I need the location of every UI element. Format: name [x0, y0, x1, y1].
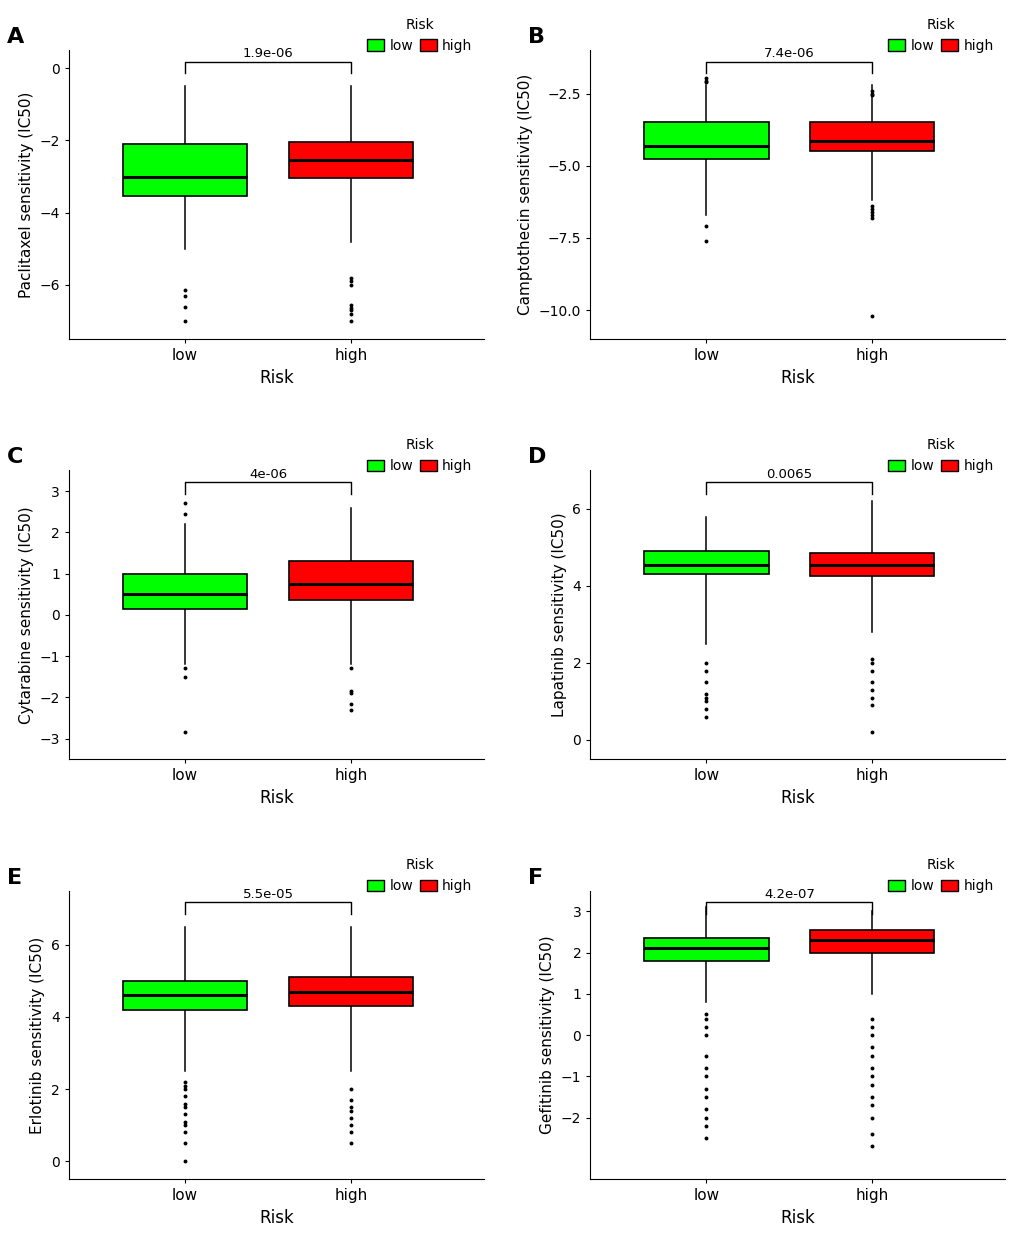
Bar	[644, 123, 768, 159]
X-axis label: Risk: Risk	[780, 369, 814, 386]
X-axis label: Risk: Risk	[780, 1208, 814, 1227]
Legend: low, high: low, high	[363, 854, 476, 898]
Text: C: C	[7, 447, 23, 467]
Text: 4e-06: 4e-06	[249, 467, 286, 481]
Bar	[644, 938, 768, 961]
Text: 1.9e-06: 1.9e-06	[243, 47, 293, 61]
Text: E: E	[7, 868, 21, 888]
X-axis label: Risk: Risk	[780, 789, 814, 807]
Text: 7.4e-06: 7.4e-06	[763, 47, 814, 61]
Bar	[288, 561, 413, 600]
Text: B: B	[528, 27, 544, 47]
Y-axis label: Paclitaxel sensitivity (IC50): Paclitaxel sensitivity (IC50)	[18, 92, 34, 298]
X-axis label: Risk: Risk	[259, 789, 293, 807]
Bar	[122, 144, 247, 196]
Y-axis label: Camptothecin sensitivity (IC50): Camptothecin sensitivity (IC50)	[518, 75, 533, 315]
Bar	[809, 123, 933, 152]
Text: 0.0065: 0.0065	[765, 467, 811, 481]
Legend: low, high: low, high	[363, 435, 476, 477]
Legend: low, high: low, high	[363, 14, 476, 57]
Legend: low, high: low, high	[883, 435, 997, 477]
Bar	[809, 930, 933, 953]
Y-axis label: Cytarabine sensitivity (IC50): Cytarabine sensitivity (IC50)	[18, 505, 34, 724]
Bar	[644, 551, 768, 574]
Text: F: F	[528, 868, 543, 888]
Y-axis label: Erlotinib sensitivity (IC50): Erlotinib sensitivity (IC50)	[31, 936, 46, 1134]
Text: 4.2e-07: 4.2e-07	[763, 888, 814, 900]
Text: A: A	[7, 27, 23, 47]
Text: D: D	[528, 447, 546, 467]
X-axis label: Risk: Risk	[259, 369, 293, 386]
Bar	[122, 574, 247, 609]
Bar	[288, 977, 413, 1006]
Y-axis label: Lapatinib sensitivity (IC50): Lapatinib sensitivity (IC50)	[551, 513, 567, 717]
Text: 5.5e-05: 5.5e-05	[243, 888, 293, 900]
X-axis label: Risk: Risk	[259, 1208, 293, 1227]
Bar	[122, 981, 247, 1010]
Legend: low, high: low, high	[883, 14, 997, 57]
Bar	[288, 143, 413, 179]
Bar	[809, 553, 933, 576]
Legend: low, high: low, high	[883, 854, 997, 898]
Y-axis label: Gefitinib sensitivity (IC50): Gefitinib sensitivity (IC50)	[540, 935, 554, 1134]
